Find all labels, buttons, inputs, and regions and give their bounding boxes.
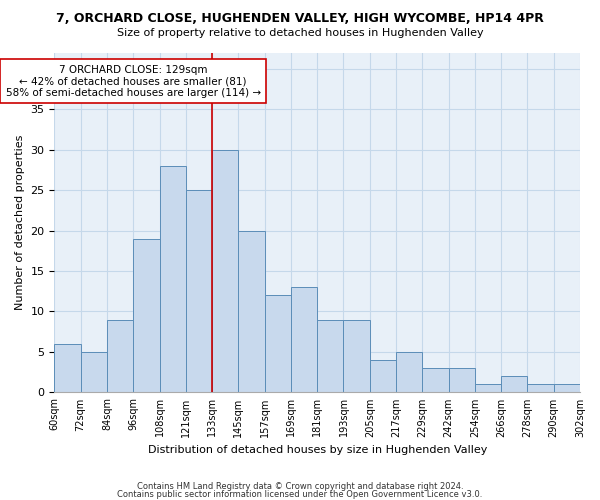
Text: 7, ORCHARD CLOSE, HUGHENDEN VALLEY, HIGH WYCOMBE, HP14 4PR: 7, ORCHARD CLOSE, HUGHENDEN VALLEY, HIGH…: [56, 12, 544, 26]
Bar: [160, 166, 186, 392]
Text: Contains HM Land Registry data © Crown copyright and database right 2024.: Contains HM Land Registry data © Crown c…: [137, 482, 463, 491]
Bar: [449, 368, 475, 392]
Bar: [80, 352, 107, 393]
Bar: [554, 384, 580, 392]
Bar: [501, 376, 527, 392]
Bar: [238, 230, 265, 392]
X-axis label: Distribution of detached houses by size in Hughenden Valley: Distribution of detached houses by size …: [148, 445, 487, 455]
Text: 7 ORCHARD CLOSE: 129sqm
← 42% of detached houses are smaller (81)
58% of semi-de: 7 ORCHARD CLOSE: 129sqm ← 42% of detache…: [5, 64, 261, 98]
Y-axis label: Number of detached properties: Number of detached properties: [15, 135, 25, 310]
Bar: [55, 344, 80, 393]
Bar: [317, 320, 343, 392]
Bar: [475, 384, 501, 392]
Bar: [291, 287, 317, 393]
Text: Size of property relative to detached houses in Hughenden Valley: Size of property relative to detached ho…: [116, 28, 484, 38]
Bar: [527, 384, 554, 392]
Bar: [422, 368, 449, 392]
Bar: [343, 320, 370, 392]
Bar: [265, 296, 291, 392]
Bar: [212, 150, 238, 392]
Bar: [396, 352, 422, 393]
Bar: [107, 320, 133, 392]
Text: Contains public sector information licensed under the Open Government Licence v3: Contains public sector information licen…: [118, 490, 482, 499]
Bar: [133, 238, 160, 392]
Bar: [186, 190, 212, 392]
Bar: [370, 360, 396, 392]
